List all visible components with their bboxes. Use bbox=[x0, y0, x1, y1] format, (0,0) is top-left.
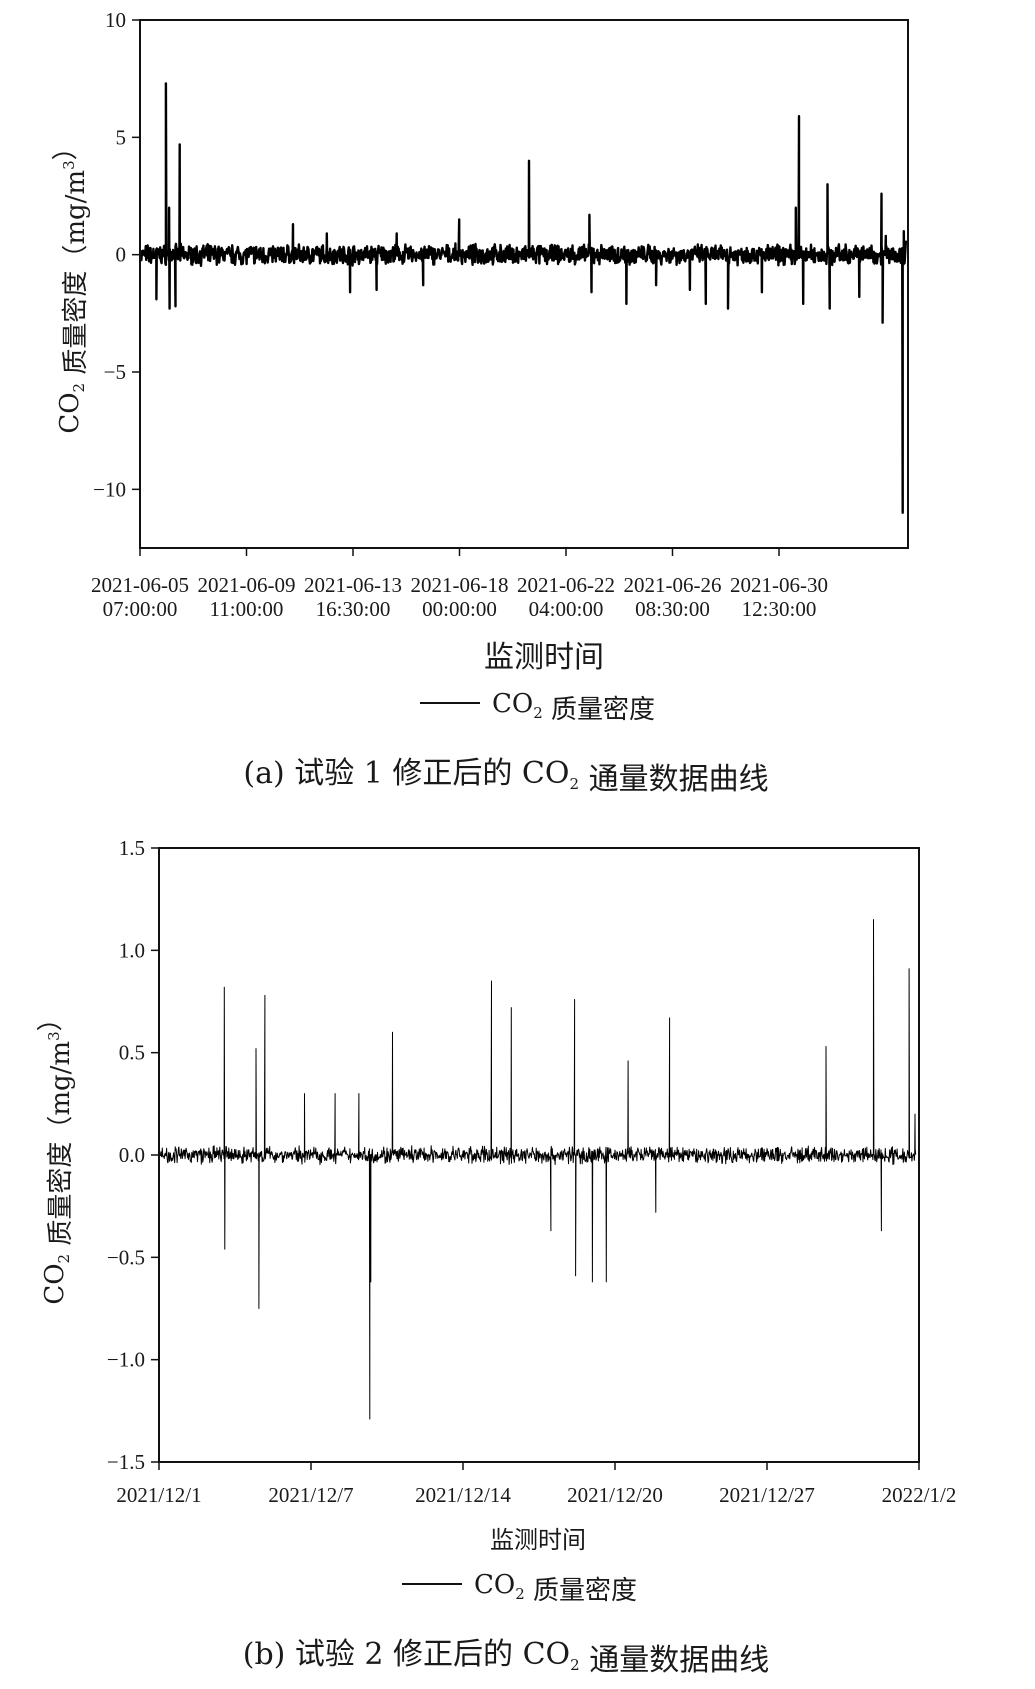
y-tick-label: 1.0 bbox=[119, 938, 145, 962]
x-axis-title: 监测时间 bbox=[490, 1526, 586, 1554]
legend-label: CO2 质量密度 bbox=[474, 1570, 637, 1606]
legend-label: CO2 质量密度 bbox=[492, 689, 655, 725]
x-tick-label: 2021/12/14 bbox=[415, 1483, 511, 1507]
y-tick-label: 0 bbox=[116, 243, 127, 267]
x-tick-label: 12:30:00 bbox=[742, 597, 817, 621]
y-tick-label: −5 bbox=[104, 360, 126, 384]
x-tick-label: 16:30:00 bbox=[316, 597, 391, 621]
figure-caption: (b) 试验 2 修正后的 CO2 通量数据曲线 bbox=[243, 1637, 770, 1678]
x-tick-label: 2021/12/27 bbox=[719, 1483, 815, 1507]
x-tick-label: 2021-06-05 bbox=[91, 573, 189, 597]
x-tick-label: 2021/12/7 bbox=[268, 1483, 353, 1507]
x-tick-label: 2021-06-26 bbox=[624, 573, 722, 597]
y-tick-label: −1.5 bbox=[107, 1450, 145, 1474]
x-tick-label: 00:00:00 bbox=[422, 597, 497, 621]
x-tick-label: 07:00:00 bbox=[103, 597, 178, 621]
series-line bbox=[159, 919, 917, 1420]
x-tick-label: 2021-06-30 bbox=[730, 573, 828, 597]
x-tick-label: 2021-06-13 bbox=[304, 573, 402, 597]
x-tick-label: 2021-06-22 bbox=[517, 573, 615, 597]
x-axis-title: 监测时间 bbox=[484, 640, 604, 675]
x-tick-label: 2021/12/20 bbox=[567, 1483, 663, 1507]
y-tick-label: 0.5 bbox=[119, 1041, 145, 1065]
x-tick-label: 04:00:00 bbox=[529, 597, 604, 621]
y-tick-label: 5 bbox=[116, 125, 127, 149]
y-tick-label: −0.5 bbox=[107, 1245, 145, 1269]
y-tick-label: 0.0 bbox=[119, 1143, 145, 1167]
y-tick-label: −1.0 bbox=[107, 1348, 145, 1372]
y-axis-title: CO2 质量密度（mg/m3） bbox=[36, 1005, 76, 1304]
x-tick-label: 11:00:00 bbox=[210, 597, 284, 621]
x-tick-label: 2022/1/2 bbox=[882, 1483, 957, 1507]
x-tick-label: 2021-06-18 bbox=[411, 573, 509, 597]
plot-frame bbox=[139, 19, 909, 549]
y-tick-label: 10 bbox=[105, 8, 126, 32]
x-tick-label: 2021/12/1 bbox=[116, 1483, 201, 1507]
y-axis-title: CO2 质量密度（mg/m3） bbox=[51, 134, 91, 433]
x-tick-label: 08:30:00 bbox=[635, 597, 710, 621]
y-tick-label: 1.5 bbox=[119, 836, 145, 860]
x-tick-label: 2021-06-09 bbox=[198, 573, 296, 597]
y-tick-label: −10 bbox=[93, 477, 126, 501]
series-line bbox=[139, 82, 908, 514]
figure-caption: (a) 试验 1 修正后的 CO2 通量数据曲线 bbox=[243, 756, 768, 797]
chart-panel-b: 1.5 1.0 0.5 0.0 −0.5 −1.0 −1.5 2021/12/1 2021/12… bbox=[36, 836, 956, 1678]
